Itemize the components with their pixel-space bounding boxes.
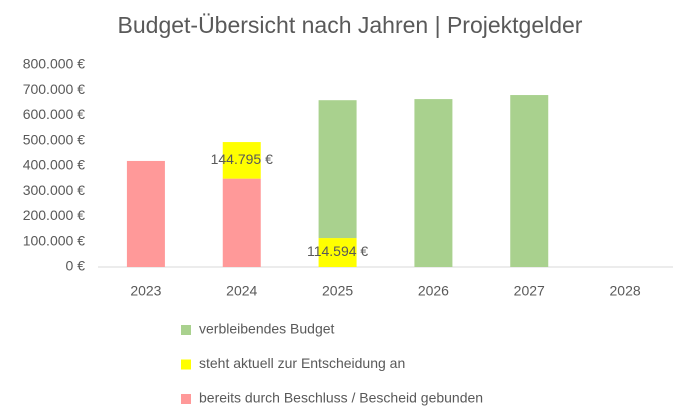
y-tick-label: 100.000 € <box>23 232 85 248</box>
bar-segment <box>222 178 261 267</box>
y-tick-label: 200.000 € <box>23 207 85 223</box>
x-tick-label: 2025 <box>322 283 353 299</box>
x-tick-label: 2026 <box>418 283 449 299</box>
y-tick-label: 500.000 € <box>23 131 85 147</box>
y-tick-label: 400.000 € <box>23 157 85 173</box>
y-tick-label: 800.000 € <box>23 56 85 72</box>
y-tick-label: 600.000 € <box>23 106 85 122</box>
bar-segment <box>222 142 261 179</box>
x-tick-label: 2024 <box>226 283 257 299</box>
x-tick-label: 2023 <box>130 283 161 299</box>
bar-segment <box>318 100 357 239</box>
legend-swatch <box>181 359 191 370</box>
legend-label: verbleibendes Budget <box>199 321 335 337</box>
chart-title: Budget-Übersicht nach Jahren | Projektge… <box>118 12 583 38</box>
bar-segment <box>414 99 453 268</box>
y-tick-label: 0 € <box>66 258 86 274</box>
legend-label: bereits durch Beschluss / Bescheid gebun… <box>199 390 483 406</box>
bar-segment <box>318 238 357 267</box>
y-tick-label: 700.000 € <box>23 81 85 97</box>
legend-swatch <box>181 394 191 404</box>
legend-swatch <box>181 325 191 335</box>
bar-segment <box>126 160 165 267</box>
y-tick-label: 300.000 € <box>23 182 85 198</box>
legend-label: steht aktuell zur Entscheidung an <box>199 355 405 371</box>
data-label: 114.594 € <box>307 243 368 259</box>
data-label: 144.795 € <box>211 151 273 167</box>
x-tick-label: 2028 <box>610 283 641 299</box>
x-tick-label: 2027 <box>514 283 545 299</box>
bar-segment <box>510 95 549 267</box>
